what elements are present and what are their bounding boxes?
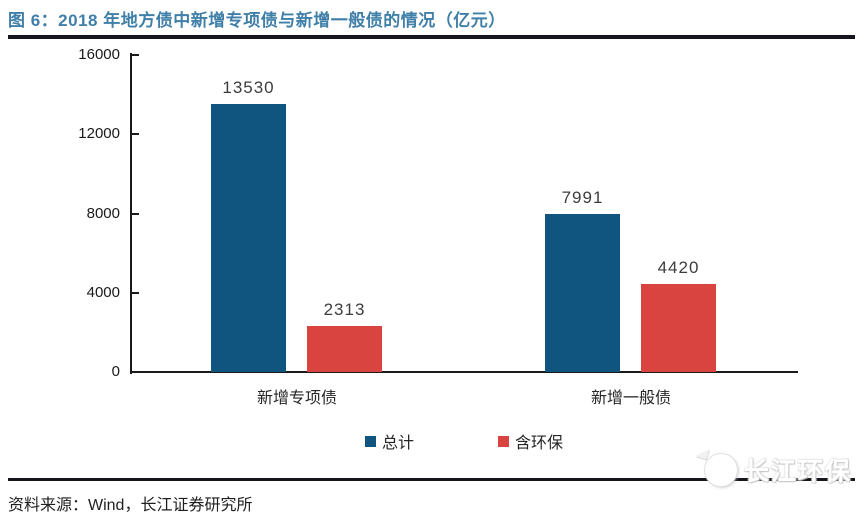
bar-总计-新增专项债 [211, 103, 286, 372]
value-label: 4420 [657, 258, 700, 278]
y-axis-tick [130, 291, 139, 294]
figure-title: 图 6：2018 年地方债中新增专项债与新增一般债的情况（亿元） [8, 11, 506, 30]
y-axis-tick [130, 54, 139, 56]
value-label: 7991 [561, 187, 604, 207]
bar-总计-新增一般债 [545, 213, 620, 372]
legend-swatch-icon [498, 435, 509, 447]
legend-item-总计: 总计 [364, 429, 414, 453]
y-axis-tick-label: 4000 [86, 283, 120, 301]
chart-legend: 总计 含环保 [130, 429, 798, 453]
source-note: 资料来源：Wind，长江证券研究所 [8, 497, 253, 514]
top-divider [8, 35, 855, 39]
y-axis-tick [130, 133, 139, 136]
x-axis-category-label: 新增专项债 [256, 390, 337, 407]
bar-含环保-新增专项债 [307, 326, 382, 372]
bottom-divider [8, 478, 855, 481]
x-axis-line [130, 371, 798, 373]
legend-swatch-icon [364, 435, 376, 447]
legend-item-含环保: 含环保 [498, 429, 563, 453]
y-axis-tick [130, 212, 139, 215]
y-axis-tick-label: 16000 [78, 46, 120, 63]
y-axis-tick-label: 0 [111, 363, 120, 380]
bar-含环保-新增一般债 [641, 284, 716, 372]
y-axis-tick-label: 8000 [86, 204, 120, 222]
x-axis-category-label: 新增一般债 [590, 390, 671, 407]
value-label: 2313 [323, 300, 366, 320]
legend-label: 含环保 [515, 435, 564, 452]
value-label: 13530 [222, 77, 275, 97]
y-axis-tick-label: 12000 [78, 125, 120, 143]
legend-label: 总计 [381, 435, 414, 452]
